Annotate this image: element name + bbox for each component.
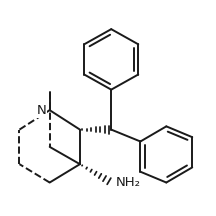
Text: NH₂: NH₂: [116, 176, 141, 189]
Text: N: N: [37, 104, 46, 117]
